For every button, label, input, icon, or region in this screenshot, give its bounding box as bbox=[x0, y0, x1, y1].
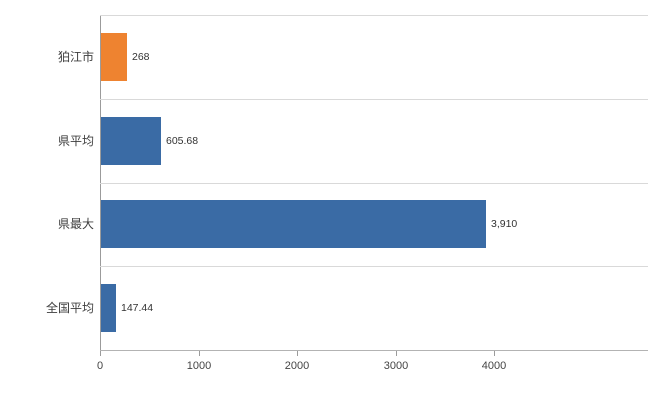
value-label: 268 bbox=[132, 50, 150, 63]
x-axis-tick-label: 3000 bbox=[383, 360, 409, 372]
category-label: 県平均 bbox=[57, 133, 94, 148]
x-axis-tick bbox=[494, 351, 495, 356]
bar-全国平均[interactable] bbox=[101, 284, 116, 333]
category-label: 県最大 bbox=[57, 217, 94, 232]
gridline bbox=[100, 98, 648, 100]
gridline bbox=[100, 15, 648, 16]
bar-県平均[interactable] bbox=[101, 116, 161, 165]
x-axis-tick-label: 0 bbox=[96, 360, 104, 372]
gridline bbox=[100, 182, 648, 184]
x-axis-tick bbox=[297, 351, 298, 356]
x-axis-tick-label: 4000 bbox=[481, 360, 507, 372]
x-axis-tick-label: 2000 bbox=[284, 360, 310, 372]
x-axis-line bbox=[100, 350, 648, 351]
x-axis-tick bbox=[100, 351, 101, 356]
plot-area: 268 605.68 3,910 147.44 0 1000 2000 3000 4000 bbox=[97, 15, 648, 372]
category-label: 狛江市 bbox=[57, 49, 94, 64]
category-label: 全国平均 bbox=[45, 301, 94, 316]
value-label: 3,910 bbox=[491, 218, 518, 231]
x-axis-tick-label: 1000 bbox=[186, 360, 212, 372]
bar-狛江市[interactable] bbox=[101, 32, 127, 81]
bar-県最大[interactable] bbox=[101, 200, 486, 249]
gridline bbox=[100, 266, 648, 268]
value-label: 605.68 bbox=[166, 134, 199, 147]
x-axis-tick bbox=[396, 351, 397, 356]
x-axis-tick bbox=[199, 351, 200, 356]
value-label: 147.44 bbox=[121, 302, 154, 315]
